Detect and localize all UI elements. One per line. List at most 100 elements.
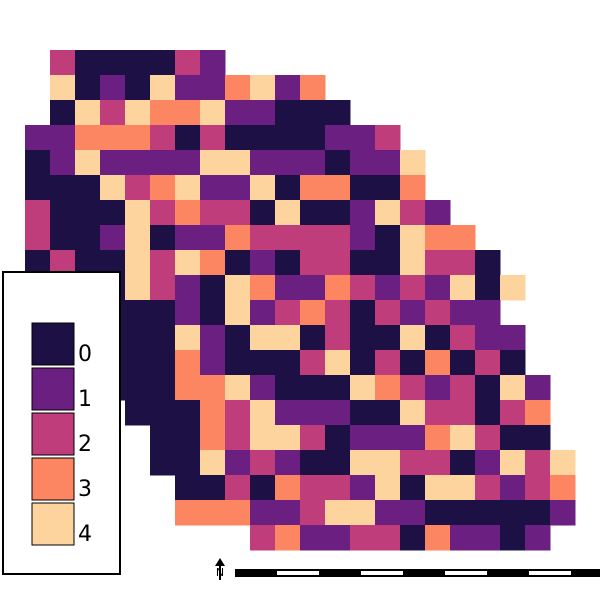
- raster-cell: [175, 125, 201, 151]
- raster-cell: [300, 125, 326, 151]
- raster-cell: [125, 375, 151, 401]
- raster-cell: [225, 300, 251, 326]
- raster-cell: [275, 175, 301, 201]
- raster-cell: [150, 50, 176, 76]
- raster-cell: [300, 525, 326, 551]
- raster-cell: [200, 225, 226, 251]
- legend-swatch: [31, 502, 75, 546]
- raster-cell: [175, 350, 201, 376]
- scale-bar-segment: [361, 571, 403, 575]
- raster-cell: [500, 275, 526, 301]
- raster-cell: [175, 150, 201, 176]
- raster-cell: [350, 500, 376, 526]
- scale-bar-segment: [529, 571, 571, 575]
- raster-cell: [300, 375, 326, 401]
- raster-cell: [175, 275, 201, 301]
- raster-cell: [375, 250, 401, 276]
- raster-cell: [250, 325, 276, 351]
- raster-cell: [50, 100, 76, 126]
- raster-cell: [525, 400, 551, 426]
- raster-cell: [525, 525, 551, 551]
- raster-cell: [375, 500, 401, 526]
- raster-cell: [400, 500, 426, 526]
- raster-cell: [250, 200, 276, 226]
- raster-cell: [450, 350, 476, 376]
- raster-cell: [50, 150, 76, 176]
- raster-cell: [250, 425, 276, 451]
- raster-cell: [350, 400, 376, 426]
- raster-cell: [100, 200, 126, 226]
- raster-cell: [325, 350, 351, 376]
- raster-cell: [275, 75, 301, 101]
- raster-cell: [325, 375, 351, 401]
- raster-cell: [200, 175, 226, 201]
- scale-bar: [235, 569, 600, 577]
- raster-cell: [225, 175, 251, 201]
- raster-cell: [300, 150, 326, 176]
- raster-cell: [275, 350, 301, 376]
- legend-label: 3: [78, 477, 92, 502]
- raster-cell: [175, 175, 201, 201]
- raster-cell: [175, 475, 201, 501]
- raster-cell: [75, 100, 101, 126]
- raster-cell: [450, 425, 476, 451]
- raster-cell: [175, 400, 201, 426]
- raster-cell: [275, 100, 301, 126]
- raster-cell: [325, 175, 351, 201]
- raster-cell: [175, 450, 201, 476]
- raster-cell: [275, 475, 301, 501]
- raster-cell: [225, 400, 251, 426]
- raster-cell: [200, 75, 226, 101]
- north-arrow: N: [215, 558, 225, 580]
- raster-cell: [425, 225, 451, 251]
- raster-cell: [375, 300, 401, 326]
- raster-cell: [125, 300, 151, 326]
- raster-cell: [275, 375, 301, 401]
- raster-cell: [225, 375, 251, 401]
- raster-cell: [325, 275, 351, 301]
- raster-cell: [400, 525, 426, 551]
- legend-swatch: [31, 322, 75, 366]
- raster-cell: [275, 125, 301, 151]
- raster-cell: [375, 150, 401, 176]
- raster-cell: [425, 250, 451, 276]
- raster-cell: [525, 475, 551, 501]
- raster-cell: [225, 500, 251, 526]
- legend-swatch: [31, 412, 75, 456]
- raster-cell: [425, 525, 451, 551]
- raster-cell: [350, 325, 376, 351]
- raster-cell: [200, 125, 226, 151]
- raster-cell: [475, 475, 501, 501]
- raster-cell: [250, 375, 276, 401]
- raster-cell: [225, 125, 251, 151]
- raster-cell: [275, 525, 301, 551]
- raster-cell: [275, 250, 301, 276]
- raster-cell: [425, 375, 451, 401]
- raster-cell: [100, 175, 126, 201]
- raster-cell: [325, 325, 351, 351]
- raster-cell: [475, 325, 501, 351]
- raster-cell: [500, 425, 526, 451]
- raster-cell: [500, 350, 526, 376]
- north-arrow-head: [215, 558, 225, 566]
- raster-cell: [250, 150, 276, 176]
- raster-cell: [200, 400, 226, 426]
- raster-cell: [425, 475, 451, 501]
- raster-cell: [300, 450, 326, 476]
- raster-cell: [475, 250, 501, 276]
- raster-cell: [400, 475, 426, 501]
- scale-bar-segment: [277, 571, 319, 575]
- raster-cell: [150, 175, 176, 201]
- raster-cell: [350, 225, 376, 251]
- legend-label: 0: [78, 342, 92, 367]
- raster-cell: [275, 300, 301, 326]
- raster-cell: [75, 175, 101, 201]
- raster-cell: [500, 475, 526, 501]
- raster-cell: [250, 450, 276, 476]
- raster-cell: [400, 200, 426, 226]
- raster-cell: [250, 175, 276, 201]
- raster-cell: [175, 300, 201, 326]
- raster-cell: [350, 375, 376, 401]
- raster-cell: [200, 475, 226, 501]
- raster-cell: [325, 100, 351, 126]
